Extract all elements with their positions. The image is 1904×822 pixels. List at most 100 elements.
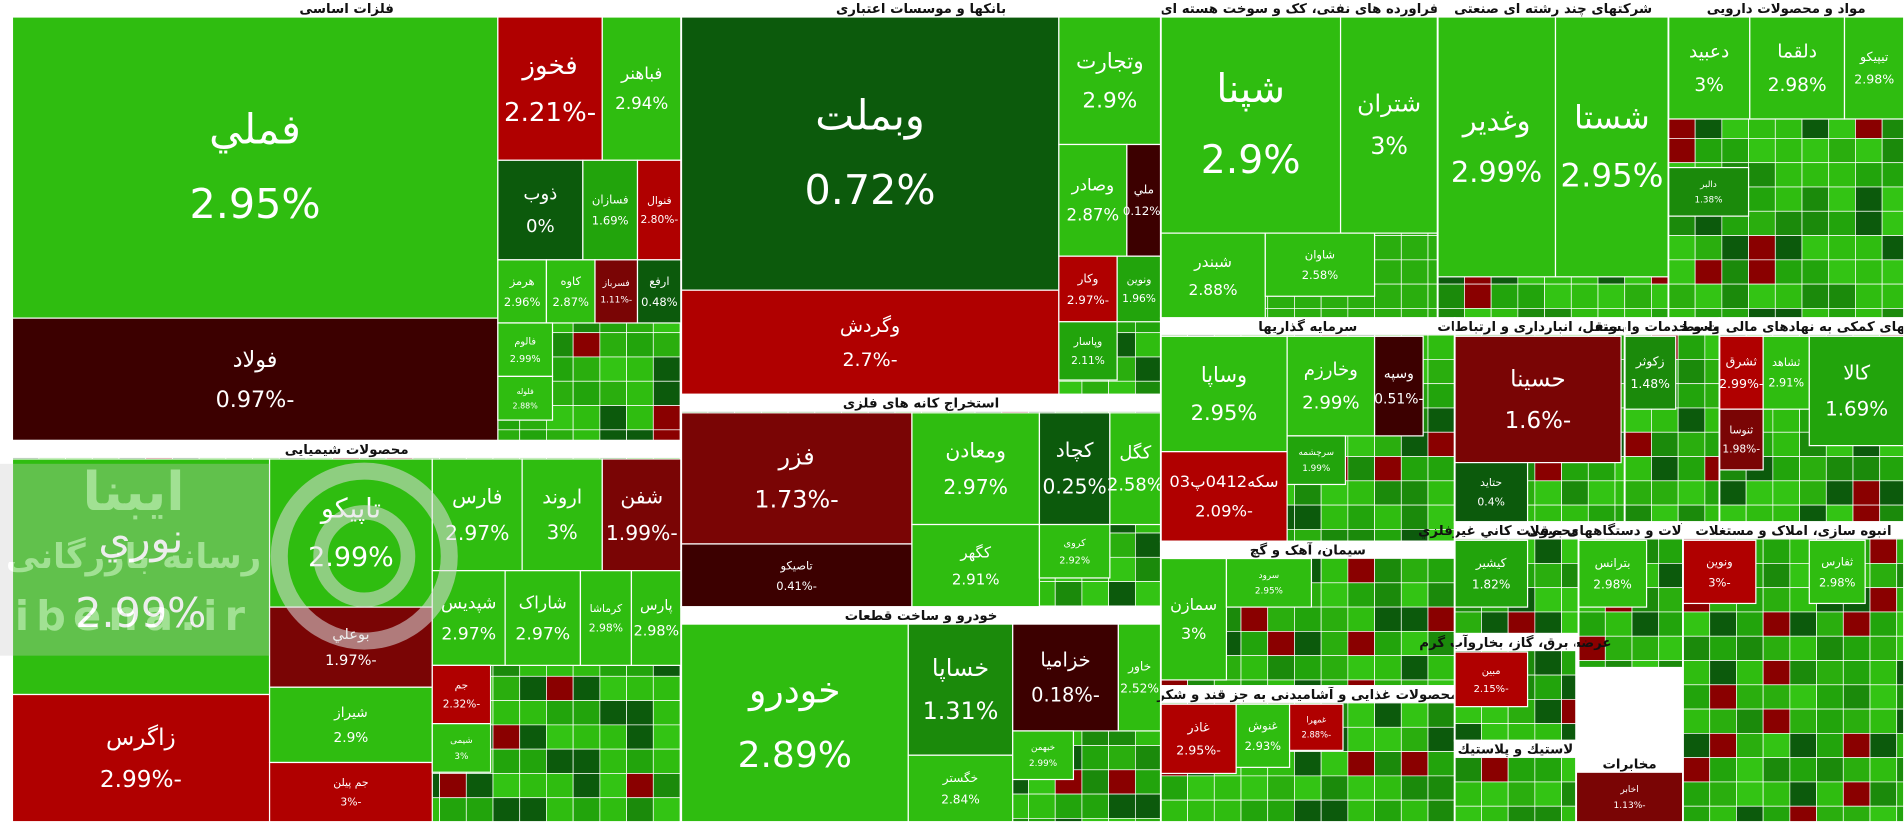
small-tile (1578, 660, 1606, 669)
small-tile (1320, 529, 1349, 542)
small-tile (519, 748, 547, 774)
small-tile (1427, 480, 1456, 506)
stock-tile (1843, 16, 1904, 120)
stock-symbol: وغدیر (1461, 103, 1531, 137)
small-tile (1134, 532, 1162, 558)
sector: استخراج کانه های فلزی فزر -1.73% تاصیکو -0.4… (680, 393, 1164, 609)
small-tile (1374, 775, 1402, 801)
small-tile (1651, 504, 1679, 523)
small-tile (1736, 660, 1764, 686)
small-tile (1762, 684, 1791, 710)
small-tile (1534, 650, 1562, 676)
small-tile (1748, 308, 1776, 319)
stock-tile (1012, 730, 1075, 781)
stock-tile (680, 623, 909, 822)
sector-title: انبوه سازی، املاک و مستغلات (1695, 524, 1891, 539)
stock-tile (1117, 623, 1162, 732)
stock-change: 2.99% (510, 354, 541, 365)
stock-tile (1373, 335, 1424, 437)
small-tile (1240, 775, 1269, 801)
small-tile (1534, 781, 1562, 807)
stock-symbol: هرمز (509, 274, 535, 289)
stock-change: 2.97% (515, 624, 570, 644)
small-tile (1534, 757, 1562, 783)
small-tile (1668, 259, 1696, 285)
small-tile (1347, 480, 1375, 506)
small-tile (1816, 805, 1844, 822)
stock-tile (582, 159, 639, 261)
small-tile (1896, 660, 1904, 686)
small-tile (1772, 456, 1800, 482)
small-tile (1828, 186, 1856, 212)
small-tile (1677, 407, 1706, 433)
small-tile (1828, 162, 1856, 188)
small-tile (1517, 308, 1545, 319)
stock-tile (431, 723, 492, 773)
small-tile (1427, 283, 1439, 309)
small-tile (1789, 684, 1817, 710)
stock-change: -2.99% (1719, 376, 1763, 391)
stock-symbol: کگل (1119, 443, 1151, 464)
stock-tile (268, 686, 433, 764)
small-tile (1454, 781, 1482, 807)
stock-symbol: فخوز (520, 51, 577, 81)
small-tile (1400, 751, 1429, 777)
stock-tile (601, 458, 682, 572)
stock-change: -1.99% (606, 521, 678, 545)
small-tile (1855, 162, 1883, 188)
small-tile (1896, 587, 1904, 613)
stock-change: -2.88% (1301, 730, 1331, 740)
small-tile (1651, 456, 1679, 482)
small-tile (546, 797, 574, 822)
stock-symbol: تیپیکو (1859, 49, 1889, 65)
small-tile (1597, 283, 1626, 309)
small-tile (1677, 359, 1706, 385)
stock-symbol: وبملت (815, 92, 924, 140)
stock-change: 0% (526, 216, 555, 237)
small-tile (1134, 556, 1162, 582)
small-tile (1774, 308, 1803, 319)
small-tile (1748, 138, 1776, 164)
small-tile (1879, 504, 1904, 523)
small-tile (1816, 660, 1844, 686)
small-tile (1881, 138, 1904, 164)
small-tile (1427, 558, 1456, 584)
small-tile (1400, 655, 1429, 681)
stock-change: 2.98% (1768, 75, 1827, 96)
stock-symbol: خودرو (747, 670, 841, 711)
stock-tile (680, 543, 913, 608)
small-tile (1267, 799, 1295, 822)
small-tile (1842, 781, 1871, 807)
stock-symbol: خاور (1127, 660, 1151, 675)
sector-title: مخابرات (1602, 757, 1656, 772)
small-tile (1682, 733, 1711, 759)
stock-symbol: کیشیر (1475, 556, 1507, 571)
stock-symbol: وصادر (1071, 176, 1115, 196)
small-tile (652, 675, 681, 701)
small-tile (1704, 431, 1720, 457)
stock-change: -3% (1708, 575, 1730, 589)
small-tile (1054, 793, 1083, 819)
small-tile (1427, 726, 1456, 752)
stock-change: 2.52% (1120, 682, 1159, 696)
small-tile (1704, 480, 1720, 506)
stock-symbol: فولاد (233, 347, 278, 373)
small-tile (1801, 283, 1830, 309)
small-tile (1400, 775, 1429, 801)
small-tile (519, 773, 547, 799)
small-tile (1597, 308, 1626, 319)
stock-symbol: کرماشا (590, 602, 623, 615)
small-tile (1745, 480, 1774, 506)
small-tile (572, 356, 601, 382)
small-tile (1347, 799, 1375, 822)
stock-tile (579, 570, 633, 666)
small-tile (1736, 708, 1764, 734)
small-tile (1789, 635, 1817, 661)
stock-change: -2.32% (443, 699, 481, 711)
small-tile (1108, 793, 1136, 819)
small-tile (1651, 308, 1669, 319)
stock-symbol: سرود (1259, 571, 1279, 581)
small-tile (1842, 611, 1871, 637)
small-tile (599, 700, 627, 726)
stock-tile (1575, 771, 1684, 822)
